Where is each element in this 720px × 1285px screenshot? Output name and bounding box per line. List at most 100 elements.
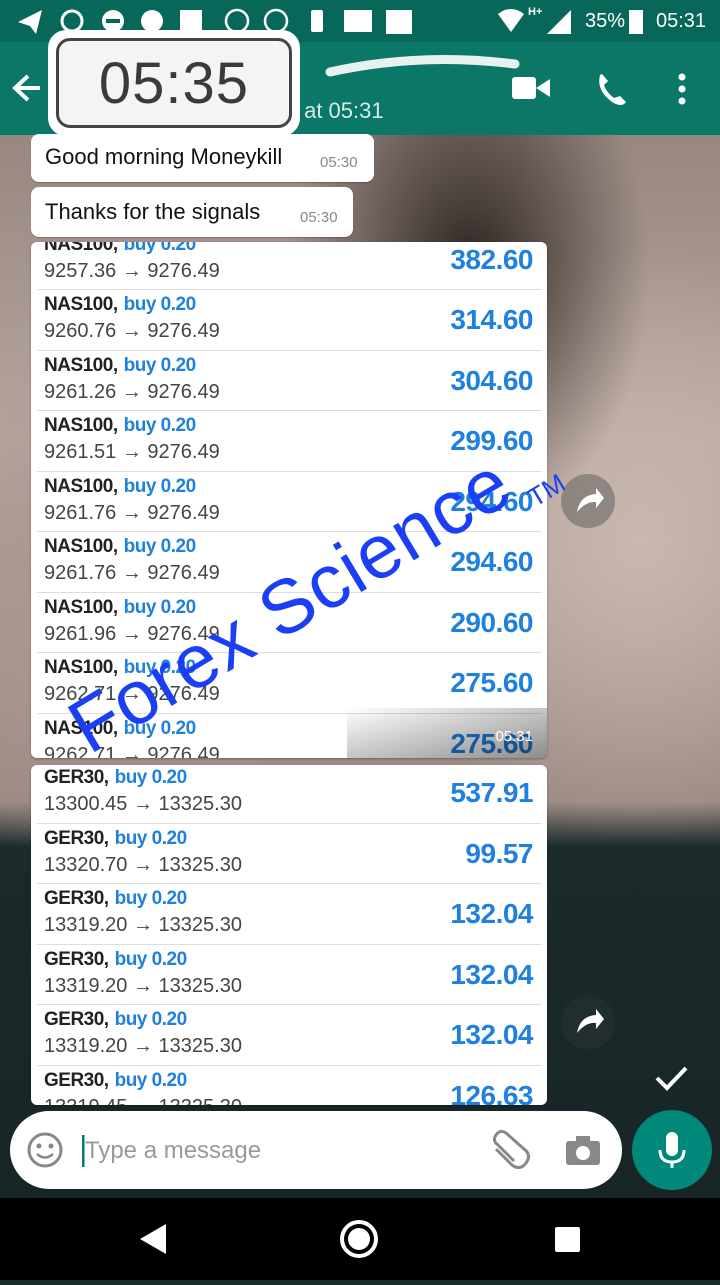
row-divider	[37, 289, 541, 290]
message-time: 05:30	[320, 154, 358, 171]
card-time: 05:31	[495, 728, 533, 745]
trade-prices: 9261.76 → 9276.49	[44, 501, 220, 524]
trade-symbol: NAS100,	[44, 596, 118, 618]
trade-profit: 132.04	[450, 1019, 533, 1050]
trade-profit: 382.60	[450, 243, 533, 275]
row-divider	[37, 470, 541, 472]
trade-profit: 275.60	[450, 667, 533, 698]
mic-icon	[658, 1132, 686, 1168]
trade-prices: 9262.71 → 9276.49	[44, 683, 220, 705]
trade-symbol: NAS100,	[44, 415, 118, 436]
trade-prices: 9261.51 → 9276.49	[44, 441, 220, 463]
trade-profit: 290.60	[450, 606, 533, 638]
message-bubble: Good morning Moneykill 05:30	[31, 134, 374, 182]
trade-symbol: NAS100,	[44, 294, 118, 315]
message-text: Thanks for the signals	[45, 199, 261, 224]
trade-action: buy 0.20	[114, 767, 188, 788]
trade-symbol: NAS100,	[44, 354, 118, 376]
composer-icons	[27, 1129, 600, 1170]
trade-symbol: GER30,	[44, 888, 109, 909]
trade-profit: 304.60	[450, 364, 533, 396]
trade-action: buy 0.20	[114, 1069, 188, 1091]
header-icons	[12, 55, 686, 105]
trade-prices: 9257.36 → 9276.49	[44, 259, 220, 282]
trade-profit: 126.63	[450, 1079, 533, 1106]
trade-action: buy 0.20	[114, 827, 188, 849]
row-divider	[37, 591, 541, 593]
trade-action: buy 0.20	[123, 475, 197, 497]
overlay-clock: 05:35	[56, 38, 292, 128]
row-divider	[37, 652, 541, 653]
trade-action: buy 0.20	[114, 888, 188, 909]
trade-prices: 9261.26 → 9276.49	[44, 380, 220, 403]
message-bubble: Thanks for the signals 05:30	[31, 187, 353, 237]
trade-profit: 132.04	[450, 958, 533, 990]
row-divider	[37, 531, 541, 532]
trade-symbol: GER30,	[44, 1009, 109, 1030]
trade-action: buy 0.20	[123, 242, 197, 255]
network-type: H+	[528, 6, 543, 18]
row-divider	[37, 712, 541, 714]
trade-prices: 13319.20 → 13325.30	[44, 1035, 242, 1057]
trade-symbol: NAS100,	[44, 242, 118, 255]
trade-prices: 13319.20 → 13325.30	[44, 914, 242, 936]
message-time: 05:30	[300, 209, 338, 226]
nav-icons	[140, 1220, 580, 1258]
trade-action: buy 0.20	[123, 657, 197, 678]
trade-prices: 13319.20 → 13325.30	[44, 974, 242, 997]
trade-symbol: GER30,	[44, 948, 109, 970]
trade-profit: 294.60	[450, 485, 533, 517]
battery-level: 35%	[585, 10, 626, 32]
trade-profit: 132.04	[450, 898, 533, 929]
trade-action: buy 0.20	[123, 415, 197, 436]
trade-profit: 314.60	[450, 304, 533, 335]
input-placeholder: Type a message	[85, 1137, 262, 1164]
row-divider	[37, 1064, 541, 1066]
trade-profit: 275.60	[450, 728, 533, 759]
trade-symbol: NAS100,	[44, 657, 118, 678]
message-text: Good morning Moneykill	[45, 144, 283, 169]
status-time: 05:31	[656, 10, 707, 32]
row-divider	[37, 943, 541, 945]
trade-action: buy 0.20	[114, 948, 188, 970]
trade-symbol: NAS100,	[44, 717, 118, 739]
nav-bar	[0, 1198, 720, 1280]
nav-back[interactable]	[140, 1224, 166, 1254]
trade-profit: 537.91	[450, 777, 533, 808]
trade-profit: 294.60	[450, 546, 533, 577]
trade-action: buy 0.20	[123, 717, 197, 739]
trade-card[interactable]: NAS100, buy 0.20 9257.36 → 9276.49 382.60 NA…	[31, 242, 547, 758]
row-divider	[37, 349, 541, 351]
trade-prices: 9262.71 → 9276.49	[44, 743, 220, 759]
trade-action: buy 0.20	[123, 596, 197, 618]
trade-profit: 299.60	[450, 425, 533, 456]
trade-prices: 9261.96 → 9276.49	[44, 622, 220, 645]
trade-symbol: GER30,	[44, 827, 109, 849]
row-divider	[37, 822, 541, 824]
trade-prices: 13300.45 → 13325.30	[44, 793, 242, 815]
trade-profit: 99.57	[465, 837, 533, 869]
row-divider	[37, 883, 541, 884]
message-input[interactable]: Type a message	[10, 1111, 622, 1189]
trade-symbol: GER30,	[44, 1069, 109, 1091]
clock-overlay: 05:35	[48, 30, 300, 136]
trade-prices: 9260.76 → 9276.49	[44, 320, 220, 342]
trade-prices: 9261.76 → 9276.49	[44, 562, 220, 584]
card-shade	[347, 708, 547, 758]
trade-card[interactable]: GER30, buy 0.20 13300.45 → 13325.30 537.91 G…	[31, 765, 547, 1105]
nav-recents[interactable]	[555, 1227, 580, 1252]
row-divider	[37, 410, 541, 411]
trade-symbol: NAS100,	[44, 536, 118, 557]
trade-action: buy 0.20	[123, 354, 197, 376]
trade-action: buy 0.20	[123, 536, 197, 557]
trade-action: buy 0.20	[114, 1009, 188, 1030]
trade-prices: 13319.45 → 13325.30	[44, 1096, 242, 1106]
mic-button[interactable]	[632, 1110, 712, 1190]
trade-symbol: GER30,	[44, 767, 109, 788]
status-icons	[18, 8, 643, 34]
trade-symbol: NAS100,	[44, 475, 118, 497]
trade-action: buy 0.20	[123, 294, 197, 315]
row-divider	[37, 1004, 541, 1005]
nav-home[interactable]	[340, 1220, 378, 1258]
